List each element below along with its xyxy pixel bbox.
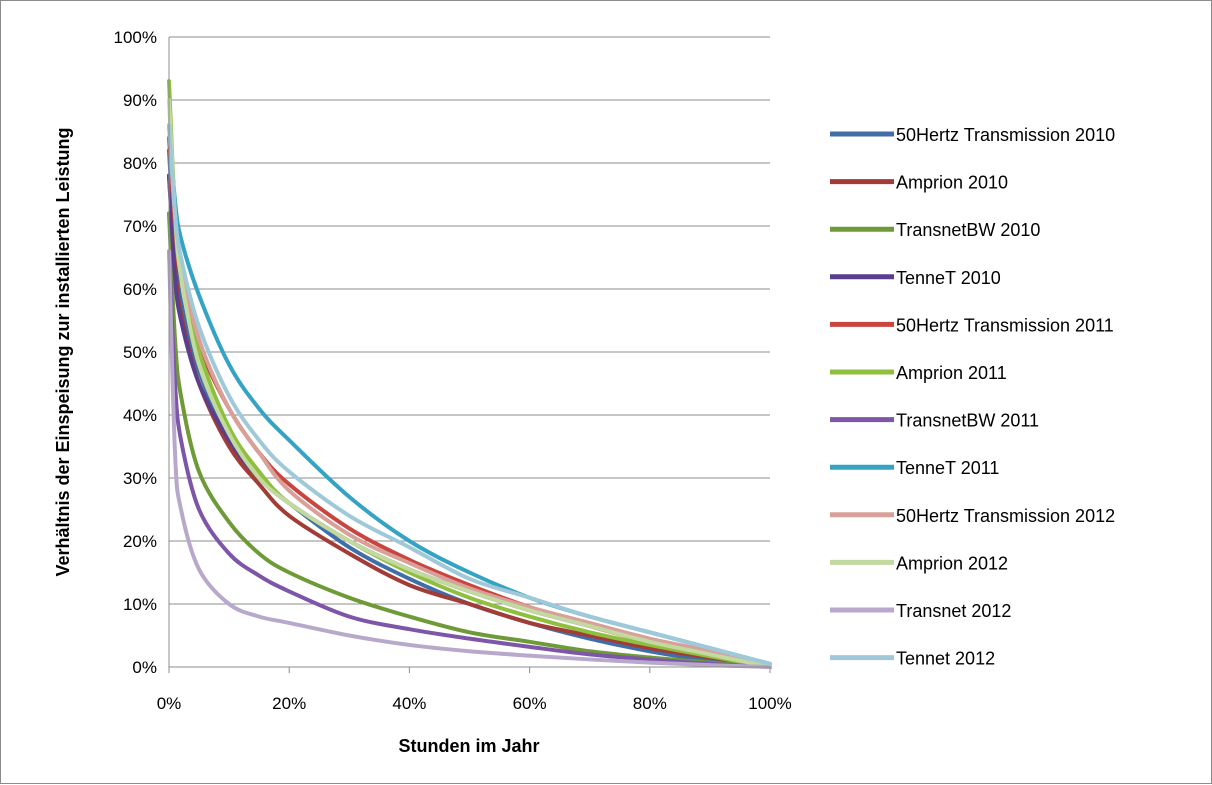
y-tick-label: 0% (132, 658, 157, 677)
series-line (167, 123, 772, 666)
gridlines (169, 36, 770, 605)
legend-entry: Amprion 2012 (830, 553, 1008, 573)
legend-entry: Tennet 2012 (830, 649, 995, 669)
y-tick-label: 30% (123, 469, 157, 488)
y-tick-label: 10% (123, 595, 157, 614)
y-tick-label: 20% (123, 532, 157, 551)
series-line (167, 249, 772, 669)
x-tick-label: 0% (157, 694, 182, 713)
legend-label: Amprion 2011 (896, 363, 1007, 383)
legend-label: Tennet 2012 (896, 649, 995, 669)
x-tick-label: 100% (748, 694, 791, 713)
legend-entry: Transnet 2012 (830, 601, 1011, 621)
legend-entry: TenneT 2011 (830, 458, 999, 478)
x-tick-labels: 0% 20% 40% 60% 80% 100% (157, 667, 792, 713)
series-line (167, 98, 772, 669)
legend-label: Transnet 2012 (896, 601, 1011, 621)
legend: 50Hertz Transmission 2010 Amprion 2010 Tra… (830, 125, 1115, 669)
y-tick-labels: 0% 10% 20% 30% 40% 50% 60% 70% 80% 90% 100% (114, 28, 157, 677)
legend-label: 50Hertz Transmission 2012 (896, 506, 1115, 526)
legend-entry: TransnetBW 2010 (830, 220, 1040, 240)
legend-label: TenneT 2011 (896, 458, 999, 478)
y-tick-label: 40% (123, 406, 157, 425)
series-line (167, 211, 772, 669)
y-tick-label: 100% (114, 28, 157, 47)
x-axis-title: Stunden im Jahr (398, 736, 539, 756)
legend-label: 50Hertz Transmission 2011 (896, 315, 1114, 335)
y-tick-label: 80% (123, 154, 157, 173)
x-tick-label: 60% (513, 694, 547, 713)
y-tick-label: 60% (123, 280, 157, 299)
legend-entry: 50Hertz Transmission 2012 (830, 506, 1115, 526)
legend-entry: TransnetBW 2011 (830, 411, 1039, 431)
legend-label: TransnetBW 2011 (896, 411, 1039, 431)
legend-entry: TenneT 2010 (830, 268, 1001, 288)
y-tick-label: 90% (123, 91, 157, 110)
legend-label: Amprion 2012 (896, 553, 1008, 573)
legend-label: 50Hertz Transmission 2010 (896, 125, 1115, 145)
legend-entry: Amprion 2011 (830, 363, 1007, 383)
legend-entry: 50Hertz Transmission 2011 (830, 315, 1114, 335)
x-tick-label: 20% (272, 694, 306, 713)
x-tick-label: 80% (633, 694, 667, 713)
y-tick-label: 70% (123, 217, 157, 236)
series-line (167, 249, 772, 669)
y-tick-label: 50% (123, 343, 157, 362)
legend-label: TransnetBW 2010 (896, 220, 1040, 240)
series-line (167, 148, 772, 669)
legend-label: Amprion 2010 (896, 173, 1008, 193)
series-lines (167, 79, 772, 669)
legend-entry: 50Hertz Transmission 2010 (830, 125, 1115, 145)
x-tick-label: 40% (392, 694, 426, 713)
y-axis-title: Verhältnis der Einspeisung zur installie… (53, 127, 73, 576)
legend-label: TenneT 2010 (896, 268, 1001, 288)
legend-entry: Amprion 2010 (830, 173, 1008, 193)
